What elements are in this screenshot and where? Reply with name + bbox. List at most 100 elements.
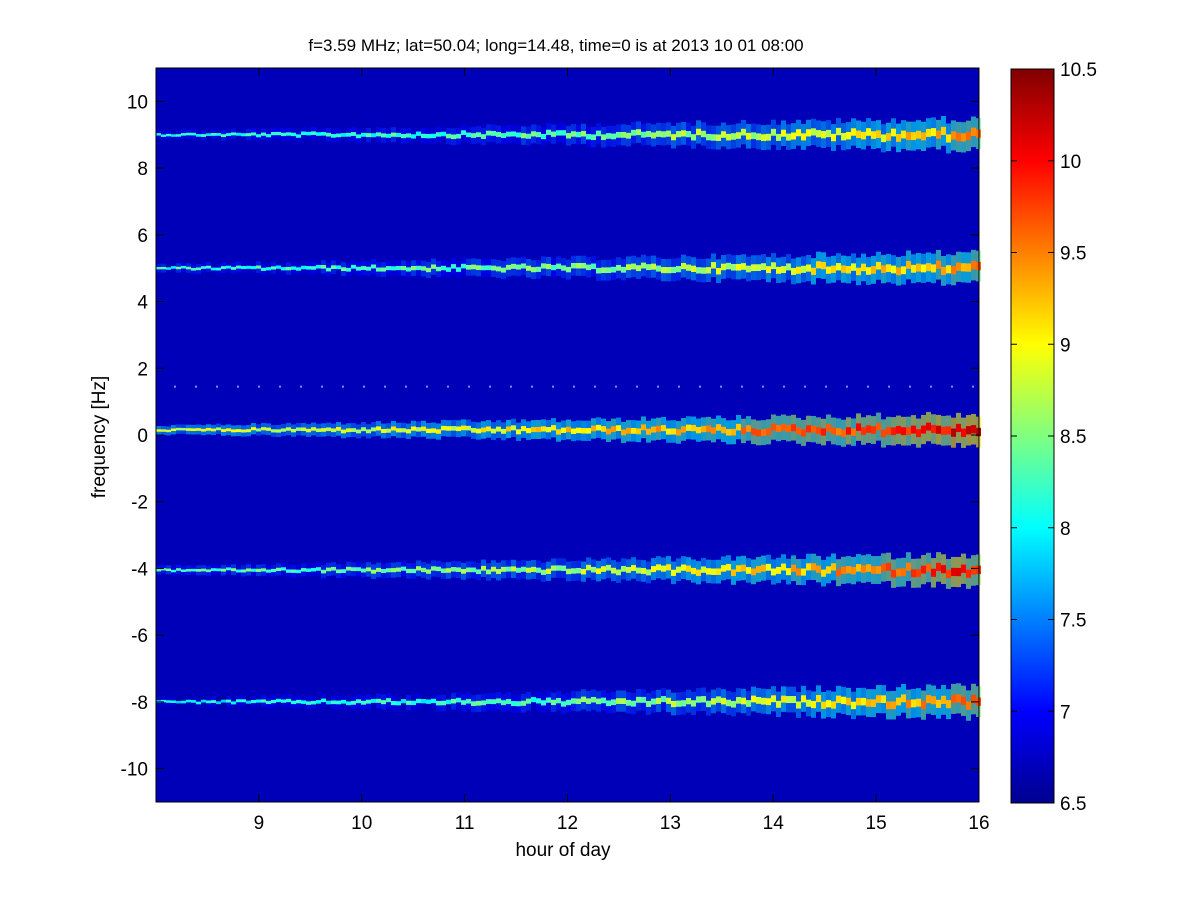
band-core-segment xyxy=(596,698,601,705)
band-core-segment xyxy=(406,429,411,434)
band-core-segment xyxy=(516,567,521,573)
band-core-segment xyxy=(801,695,806,703)
band-core-segment xyxy=(921,425,926,434)
band-core-segment xyxy=(546,263,551,270)
band-core-segment xyxy=(221,429,226,432)
band-core-segment xyxy=(641,131,646,138)
band-core-segment xyxy=(631,427,636,434)
band-core-segment xyxy=(741,263,746,270)
band-core-segment xyxy=(421,133,426,139)
band-core-segment xyxy=(716,424,721,431)
colorbar-tick-label: 8 xyxy=(1060,519,1071,540)
band-core-segment xyxy=(606,700,611,707)
band-core-segment xyxy=(271,132,276,136)
band-core-segment xyxy=(586,564,591,571)
band-core-segment xyxy=(906,260,911,269)
band-core-segment xyxy=(216,267,221,271)
band-core-segment xyxy=(911,699,916,708)
band-core-segment xyxy=(811,563,816,571)
band-core-segment xyxy=(766,133,771,141)
band-core-segment xyxy=(171,569,176,573)
band-core-segment xyxy=(361,427,366,432)
band-core-segment xyxy=(346,132,351,137)
colorbar-tick-label: 7.5 xyxy=(1060,611,1086,632)
band-core-segment xyxy=(421,567,426,573)
band-core-segment xyxy=(806,699,811,707)
band-core-segment xyxy=(256,428,261,432)
band-core-segment xyxy=(426,569,431,574)
x-axis-ticks: 9 10 11 12 13 14 15 16 xyxy=(254,68,990,834)
band-core-segment xyxy=(891,701,896,710)
band-core-segment xyxy=(251,427,256,431)
band-core-segment xyxy=(821,261,826,270)
band-core-segment xyxy=(491,428,496,434)
band-core-segment xyxy=(386,428,391,433)
band-core-segment xyxy=(321,428,326,432)
band-core-segment xyxy=(446,426,451,431)
band-core-segment xyxy=(811,128,816,136)
band-core-segment xyxy=(806,425,811,433)
band-core-segment xyxy=(806,129,811,137)
band-core-segment xyxy=(771,568,776,576)
band-core-segment xyxy=(951,567,956,577)
band-core-segment xyxy=(956,423,961,433)
band-core-segment xyxy=(726,563,731,571)
band-core-segment xyxy=(401,266,406,271)
colorbar-tick-label: 8.5 xyxy=(1060,427,1086,448)
band-core-segment xyxy=(881,134,886,143)
band-core-segment xyxy=(446,699,451,705)
band-core-segment xyxy=(641,262,646,269)
band-core-segment xyxy=(931,424,936,434)
band-core-segment xyxy=(751,132,756,140)
band-core-segment xyxy=(636,567,641,574)
band-core-segment xyxy=(306,568,311,572)
band-core-segment xyxy=(556,698,561,704)
band-core-segment xyxy=(226,699,231,703)
dotted-line-dot xyxy=(531,385,533,388)
dotted-line-dot xyxy=(720,385,722,388)
band-core-segment xyxy=(911,425,916,434)
band-core-segment xyxy=(531,697,536,703)
band-core-segment xyxy=(491,566,496,572)
band-core-segment xyxy=(621,429,626,436)
band-core-segment xyxy=(586,698,591,704)
band-core-segment xyxy=(371,569,376,574)
band-core-segment xyxy=(421,266,426,271)
band-core-segment xyxy=(166,267,171,270)
band-core-segment xyxy=(886,562,891,571)
band-core-segment xyxy=(271,429,276,433)
band-core-segment xyxy=(276,698,281,703)
band-core-segment xyxy=(706,267,711,274)
band-core-segment xyxy=(296,427,301,431)
band-core-segment xyxy=(471,133,476,138)
x-tick-label: 12 xyxy=(557,813,578,834)
band-core-segment xyxy=(656,130,661,137)
band-core-segment xyxy=(376,426,381,431)
band-core-segment xyxy=(281,699,286,703)
band-core-segment xyxy=(371,698,376,703)
band-core-segment xyxy=(951,694,956,704)
band-core-segment xyxy=(581,263,586,269)
band-core-segment xyxy=(626,567,631,573)
colorbar-tick-label: 6.5 xyxy=(1060,794,1086,815)
band-core-segment xyxy=(656,564,661,571)
dotted-line-dot xyxy=(405,385,407,388)
band-core-segment xyxy=(841,566,846,575)
band-core-segment xyxy=(291,569,296,573)
band-core-segment xyxy=(931,128,936,137)
band-core-segment xyxy=(326,567,331,572)
dotted-line-dot xyxy=(468,385,470,388)
band-core-segment xyxy=(681,700,686,707)
band-core-segment xyxy=(206,133,211,137)
band-core-segment xyxy=(641,568,646,574)
band-core-segment xyxy=(751,568,756,576)
band-core-segment xyxy=(336,265,341,270)
band-core-segment xyxy=(786,425,791,433)
band-core-segment xyxy=(176,266,181,270)
band-core-segment xyxy=(611,567,616,574)
band-core-segment xyxy=(611,426,616,432)
y-tick-label: 4 xyxy=(137,293,148,314)
band-core-segment xyxy=(741,697,746,705)
band-core-segment xyxy=(666,130,671,137)
band-core-segment xyxy=(916,130,921,139)
